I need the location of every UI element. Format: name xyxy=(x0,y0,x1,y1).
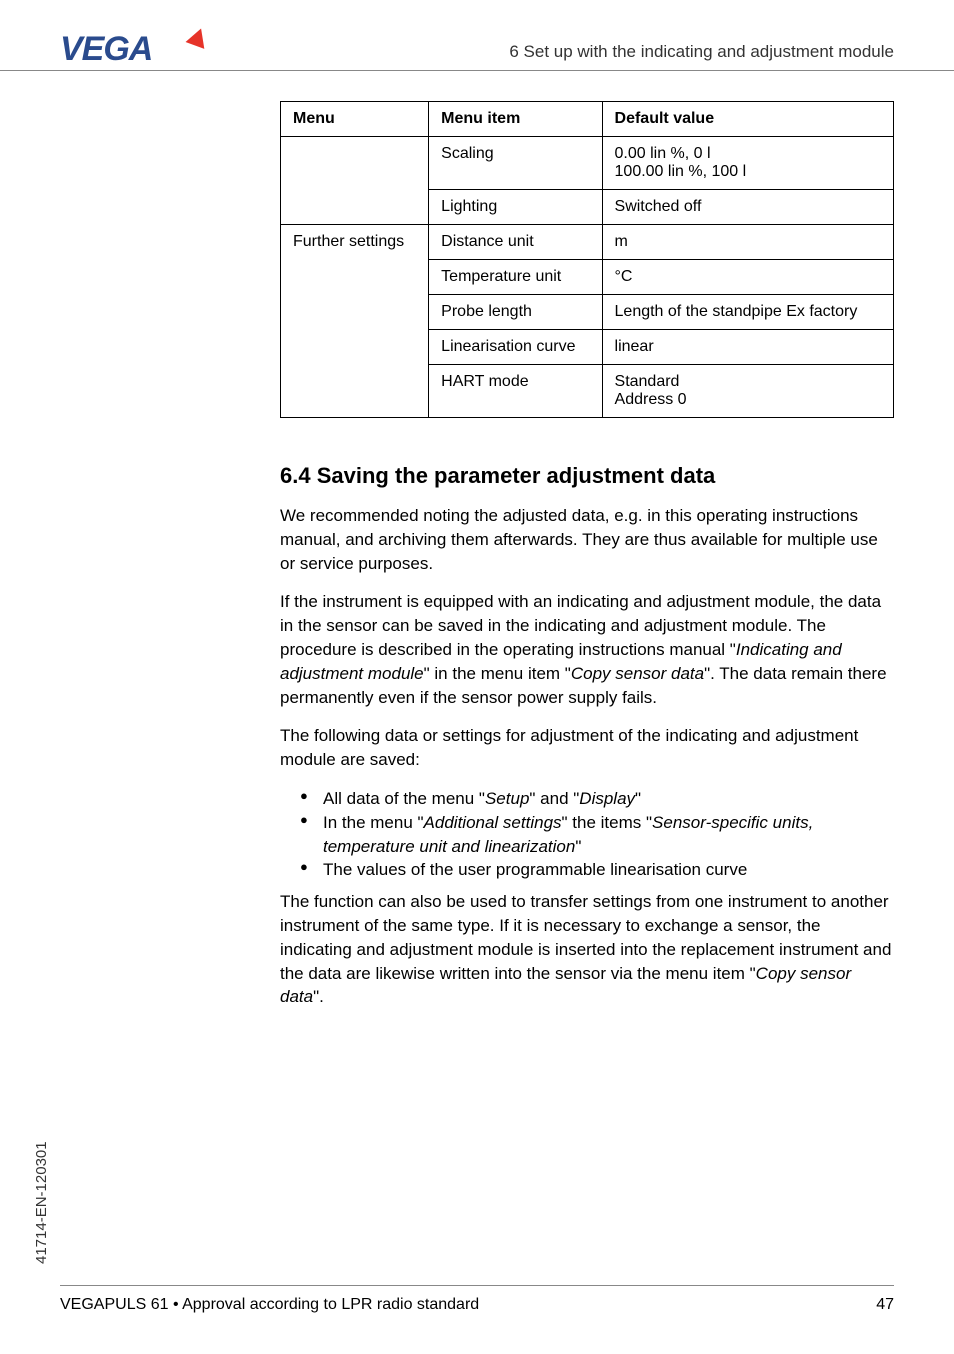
text-span: " xyxy=(575,837,581,856)
table-cell: Lighting xyxy=(429,190,602,225)
vega-logo: VEGA xyxy=(60,30,190,70)
table-cell: Switched off xyxy=(602,190,893,225)
text-span: " xyxy=(635,789,641,808)
italic-text: Copy sensor data xyxy=(571,664,704,683)
paragraph: The following data or settings for adjus… xyxy=(280,724,894,772)
table-cell: Scaling xyxy=(429,137,602,190)
table-cell xyxy=(281,137,429,225)
table-cell: Distance unit xyxy=(429,225,602,260)
italic-text: Display xyxy=(579,789,635,808)
document-id-label: 41714-EN-120301 xyxy=(33,1141,50,1264)
text-span: " in the menu item " xyxy=(424,664,571,683)
table-cell: °C xyxy=(602,260,893,295)
text-span: " and " xyxy=(529,789,579,808)
paragraph: We recommended noting the adjusted data,… xyxy=(280,504,894,575)
table-cell: 0.00 lin %, 0 l 100.00 lin %, 100 l xyxy=(602,137,893,190)
table-header-item: Menu item xyxy=(429,102,602,137)
text-span: " the items " xyxy=(562,813,653,832)
table-cell: Linearisation curve xyxy=(429,330,602,365)
list-item: In the menu "Additional settings" the it… xyxy=(305,811,894,859)
logo-text: VEGA xyxy=(60,30,152,68)
page-header: VEGA 6 Set up with the indicating and ad… xyxy=(0,0,954,71)
list-item: The values of the user programmable line… xyxy=(305,858,894,882)
main-content: Menu Menu item Default value Scaling 0.0… xyxy=(220,71,954,1009)
italic-text: Additional settings xyxy=(424,813,562,832)
table-cell: m xyxy=(602,225,893,260)
table-row: Further settings Distance unit m xyxy=(281,225,894,260)
table-row: Scaling 0.00 lin %, 0 l 100.00 lin %, 10… xyxy=(281,137,894,190)
table-cell: Standard Address 0 xyxy=(602,365,893,418)
page-number: 47 xyxy=(876,1296,894,1314)
text-span: All data of the menu " xyxy=(323,789,485,808)
italic-text: Setup xyxy=(485,789,529,808)
page-footer: VEGAPULS 61 • Approval according to LPR … xyxy=(60,1285,894,1314)
table-cell: Further settings xyxy=(281,225,429,418)
bullet-list: All data of the menu "Setup" and "Displa… xyxy=(280,787,894,882)
table-cell: linear xyxy=(602,330,893,365)
menu-table: Menu Menu item Default value Scaling 0.0… xyxy=(280,101,894,418)
table-cell: Probe length xyxy=(429,295,602,330)
table-cell: Length of the standpipe Ex factory xyxy=(602,295,893,330)
list-item: All data of the menu "Setup" and "Displa… xyxy=(305,787,894,811)
table-header-menu: Menu xyxy=(281,102,429,137)
table-header-row: Menu Menu item Default value xyxy=(281,102,894,137)
text-span: The values of the user programmable line… xyxy=(323,860,747,879)
paragraph: The function can also be used to transfe… xyxy=(280,890,894,1009)
footer-left-text: VEGAPULS 61 • Approval according to LPR … xyxy=(60,1296,479,1314)
table-header-value: Default value xyxy=(602,102,893,137)
header-section-title: 6 Set up with the indicating and adjustm… xyxy=(190,42,894,62)
table-cell: HART mode xyxy=(429,365,602,418)
paragraph: If the instrument is equipped with an in… xyxy=(280,590,894,709)
text-span: ". xyxy=(313,987,324,1006)
text-span: In the menu " xyxy=(323,813,424,832)
section-heading: 6.4 Saving the parameter adjustment data xyxy=(280,463,894,489)
table-cell: Temperature unit xyxy=(429,260,602,295)
